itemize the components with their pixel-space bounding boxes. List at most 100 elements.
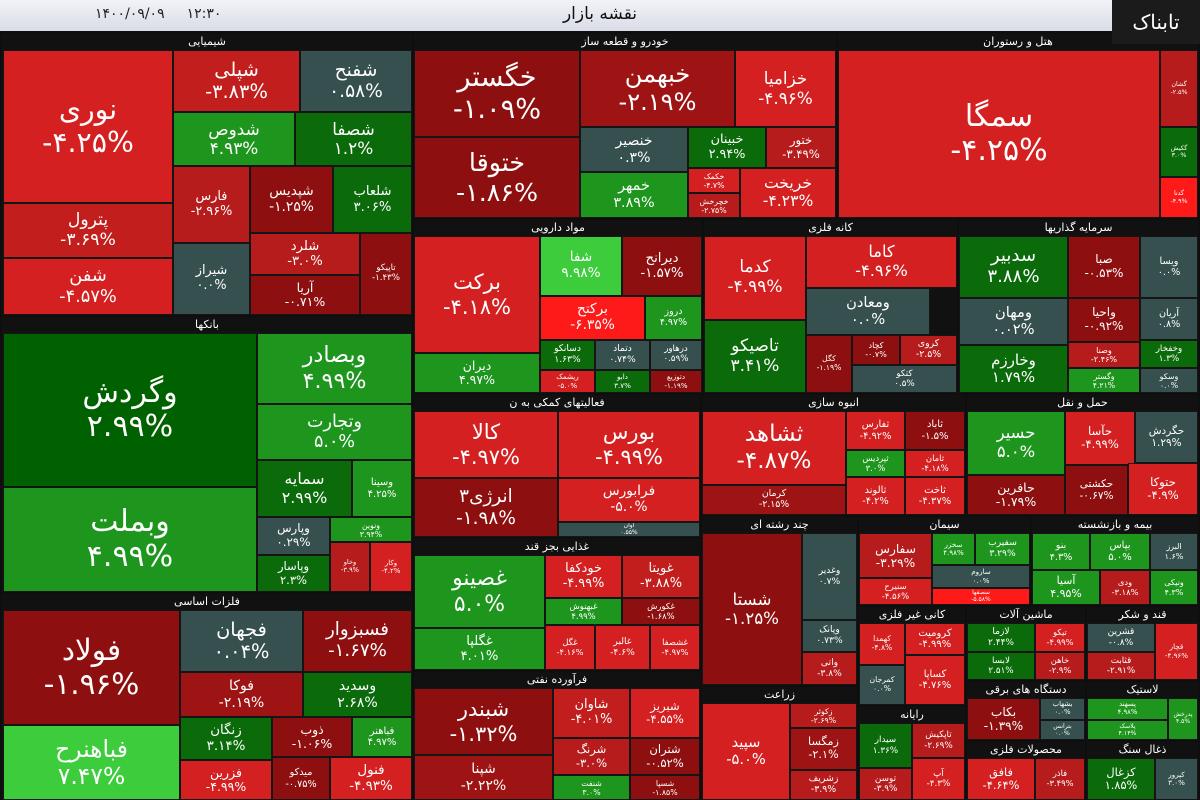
stock-change: -۲.۹۶%: [190, 203, 233, 219]
stock-change: -۴.۹۹%: [727, 277, 783, 297]
stock-name: گدنا: [1173, 190, 1185, 198]
stock-change: ۴.۹۷%: [367, 737, 397, 748]
stock-change: -۱.۵%: [921, 430, 949, 442]
stock-change: ۷.۴۷%: [57, 761, 126, 790]
stock-tile: ریشمک -۵.۰%: [540, 370, 595, 393]
time: ۱۲:۳۰: [186, 6, 222, 22]
stock-tile: زنگان ۳.۱۴%: [180, 717, 272, 760]
stock-name: وسکو: [1159, 371, 1179, 381]
stock-tile: کهمدا -۴.۸%: [859, 623, 905, 665]
stock-name: ختوقا: [468, 148, 526, 178]
sector-title: شیمیایی: [188, 35, 226, 48]
stock-tile: شپلی -۳.۸۳%: [173, 50, 300, 112]
sector-title: دستگاه های برقی: [985, 683, 1067, 696]
stock-tile: فجهان ۰.۰۴%: [180, 610, 303, 672]
stock-change: ۳.۰%: [1171, 152, 1187, 159]
stock-name: ونیکی: [1164, 578, 1184, 588]
stock-change: ۰.۷۳%: [816, 635, 843, 646]
stock-change: ۴.۹۷%: [659, 317, 688, 328]
stock-change: ۳.۹۴%: [359, 529, 383, 539]
stock-name: ونوین: [361, 520, 381, 530]
stock-change: -۴.۹۹%: [1046, 636, 1074, 647]
stock-name: شپدیس: [269, 182, 314, 199]
stock-name: البرز: [1166, 542, 1182, 552]
stock-tile: وخاو -۳.۹%: [330, 542, 370, 592]
stock-change: -۲.۵%: [915, 349, 942, 360]
stock-tile: وبصادر ۴.۹۹%: [257, 333, 412, 404]
stock-name: آسیا: [1056, 573, 1076, 587]
stock-tile: ثاخت -۴.۳۷%: [905, 477, 965, 515]
stock-change: -۴.۹۹%: [1081, 437, 1119, 451]
stock-tile: وسینا ۴.۲۵%: [352, 460, 412, 517]
stock-change: -۰.۹۲%: [1084, 319, 1124, 333]
stock-name: ریشمک: [556, 372, 579, 382]
stock-name: حآسا: [1087, 423, 1113, 438]
stock-name: ومعادن: [846, 293, 890, 311]
stock-change: -۵.۰%: [726, 750, 766, 768]
stock-tile: شلرد -۳.۰%: [250, 233, 360, 275]
stock-name: خنصیر: [615, 133, 653, 150]
stock-name: خریخت: [763, 174, 812, 193]
stock-tile: حآسا -۴.۹۹%: [1065, 411, 1135, 465]
stock-name: سصفها: [972, 588, 990, 596]
stock-change: -۴.۵۷%: [59, 285, 117, 307]
stock-tile: ومهان ۰.۰۲%: [959, 298, 1068, 345]
stock-tile: فسبزوار -۱.۶۷%: [303, 610, 412, 672]
stock-name: قچار: [1169, 642, 1184, 652]
stock-name: نوری: [58, 92, 118, 126]
stock-tile: گدنا -۴.۹%: [1160, 177, 1198, 218]
stock-tile: خچرخش -۲.۷۵%: [688, 193, 740, 218]
stock-tile: زمگسا -۲.۱%: [790, 728, 857, 770]
stock-change: ۰.۳%: [617, 149, 651, 166]
stock-name: زنگان: [210, 723, 242, 739]
stock-change: -۳.۸۸%: [639, 575, 683, 591]
stock-name: سفیرب: [988, 537, 1017, 549]
stock-name: سمگا: [964, 98, 1034, 134]
stock-name: وپاسار: [277, 559, 310, 574]
stock-change: -۲.۱۵%: [758, 499, 790, 510]
stock-tile: سپید -۵.۰%: [702, 703, 790, 800]
stock-change: ۵.۰%: [1108, 551, 1132, 563]
stock-change: -۴.۱۸%: [442, 294, 512, 319]
stock-name: حتوکا: [1150, 474, 1176, 489]
stock-name: زکوثر: [814, 706, 833, 716]
stock-name: کروی: [917, 338, 940, 350]
stock-tile: نوری -۴.۲۵%: [3, 50, 173, 203]
stock-tile: فرابورس -۵.۰%: [558, 478, 700, 522]
stock-change: ۵.۰%: [453, 591, 506, 617]
stock-change: ۴.۰۱%: [460, 649, 499, 664]
stock-tile: سمایه ۲.۹۹%: [257, 460, 352, 517]
stock-change: ۴.۹۹%: [571, 610, 596, 621]
stock-name: وغدیر: [818, 564, 841, 576]
stock-name: زمگسا: [808, 735, 839, 749]
stock-name: برکتح: [577, 301, 608, 318]
stock-name: زشریف: [808, 773, 839, 785]
stock-change: -۴.۲%: [381, 567, 401, 575]
stock-tile: تاپکیش -۲.۶۹%: [912, 723, 965, 758]
stock-name: خبهمن: [624, 59, 691, 88]
sector-title: قند و شکر: [1118, 608, 1167, 621]
stock-tile: شفا ۹.۹۸%: [540, 236, 622, 296]
stock-tile: زکوثر -۲.۶۹%: [790, 703, 857, 728]
stock-change: ۰.۰%: [972, 575, 990, 585]
stock-change: -۳.۱۸%: [1111, 586, 1139, 597]
stock-change: -۴.۹۹%: [595, 444, 663, 469]
stock-tile: ثشاهد -۴.۸۷%: [702, 411, 846, 485]
stock-name: بترانس: [1053, 722, 1072, 730]
sector-title: لاستیک: [1126, 683, 1159, 696]
stock-name: کمرجان: [869, 675, 895, 685]
stock-change: -۱.۱۹%: [816, 363, 842, 372]
stock-tile: حسیر ۵.۰%: [967, 411, 1065, 475]
stock-tile: تاپیکو -۱.۴۳%: [360, 233, 412, 315]
stock-name: قشرین: [1107, 627, 1135, 638]
stock-change: -۴.۹%: [1147, 488, 1179, 502]
stock-tile: شسپا -۱.۸۵%: [630, 775, 700, 800]
stock-name: وبملت: [90, 504, 170, 539]
stock-tile: بکاب -۱.۳۹%: [967, 698, 1040, 740]
stock-tile: کساپا -۴.۷۶%: [905, 655, 965, 705]
stock-change: -۱.۵۷%: [640, 266, 684, 281]
stock-name: سپید: [731, 733, 761, 751]
stock-name: سیدار: [874, 735, 897, 746]
stock-tile: فوکا -۲.۱۹%: [180, 672, 303, 717]
stock-change: -۱.۰۹%: [452, 93, 542, 125]
